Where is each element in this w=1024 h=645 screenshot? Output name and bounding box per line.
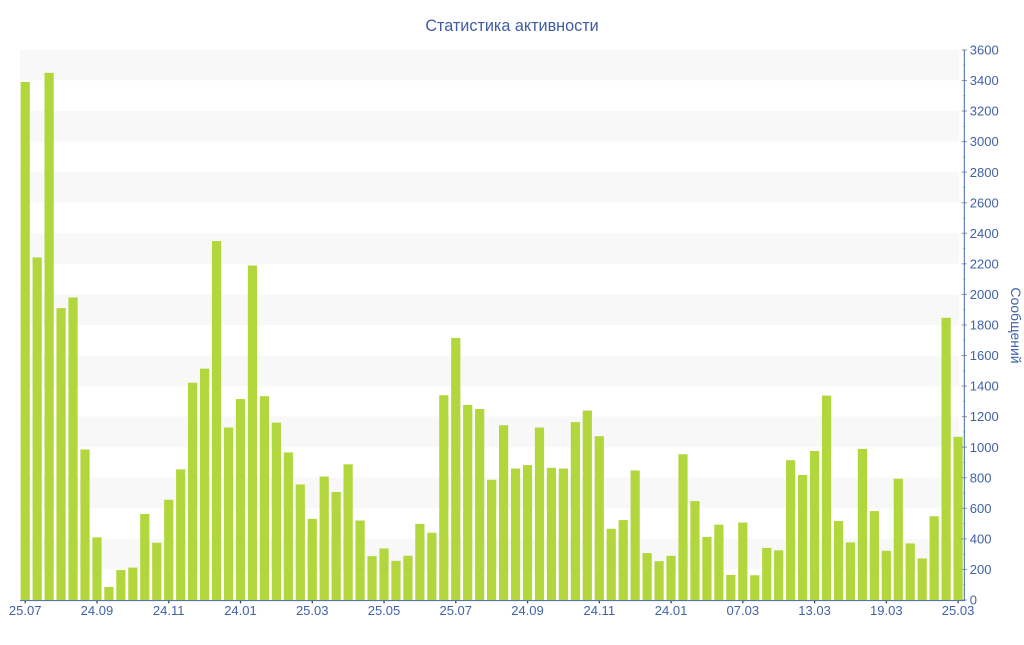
svg-text:24.11: 24.11 <box>153 603 185 618</box>
svg-text:3000: 3000 <box>970 134 999 149</box>
svg-text:13.03: 13.03 <box>798 603 831 618</box>
svg-text:Статистика активности: Статистика активности <box>425 17 598 35</box>
svg-text:24.09: 24.09 <box>511 603 544 618</box>
svg-text:25.07: 25.07 <box>9 603 42 618</box>
svg-text:3200: 3200 <box>970 104 999 119</box>
svg-text:25.05: 25.05 <box>368 603 401 618</box>
svg-text:1000: 1000 <box>970 440 999 455</box>
svg-text:19.03: 19.03 <box>870 603 903 618</box>
svg-text:07.03: 07.03 <box>727 603 760 618</box>
svg-text:25.03: 25.03 <box>296 603 329 618</box>
svg-text:1400: 1400 <box>970 379 999 394</box>
svg-text:600: 600 <box>970 501 992 516</box>
svg-text:24.09: 24.09 <box>81 603 114 618</box>
svg-text:2400: 2400 <box>970 226 999 241</box>
svg-text:Сообщений: Сообщений <box>1008 287 1024 363</box>
svg-text:24.01: 24.01 <box>655 603 688 618</box>
svg-text:2000: 2000 <box>970 287 999 302</box>
svg-text:1800: 1800 <box>970 318 999 333</box>
svg-text:3400: 3400 <box>970 73 999 88</box>
svg-text:24.01: 24.01 <box>224 603 257 618</box>
svg-text:24.11: 24.11 <box>583 603 615 618</box>
svg-text:2200: 2200 <box>970 256 999 271</box>
svg-text:800: 800 <box>970 470 992 485</box>
svg-text:3600: 3600 <box>970 43 999 58</box>
svg-text:1600: 1600 <box>970 348 999 363</box>
svg-text:25.07: 25.07 <box>439 603 472 618</box>
svg-text:2800: 2800 <box>970 165 999 180</box>
svg-text:1200: 1200 <box>970 409 999 424</box>
svg-text:200: 200 <box>970 562 992 577</box>
svg-text:2600: 2600 <box>970 195 999 210</box>
svg-text:25.03: 25.03 <box>942 603 975 618</box>
svg-text:400: 400 <box>970 531 992 546</box>
svg-text:0: 0 <box>970 593 977 608</box>
